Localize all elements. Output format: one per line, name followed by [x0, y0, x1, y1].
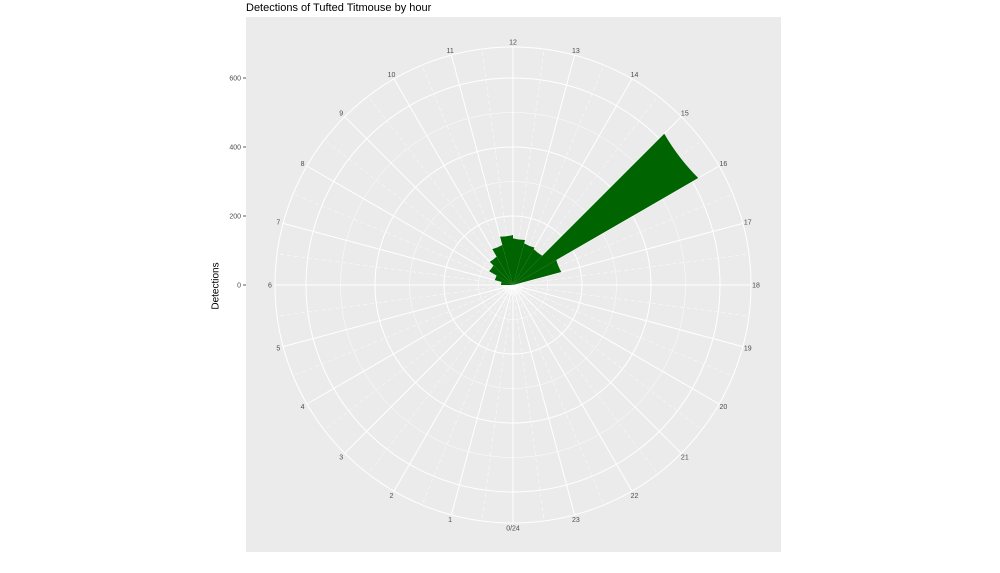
major-spoke: [306, 165, 514, 286]
minor-spoke: [293, 193, 514, 286]
minor-spoke: [481, 49, 514, 286]
hour-tick-label: 7: [276, 220, 280, 227]
major-spoke: [344, 116, 514, 286]
minor-spoke: [512, 284, 605, 505]
major-spoke: [512, 284, 720, 405]
hour-tick-label: 14: [631, 72, 639, 79]
hour-tick-label: 8: [301, 161, 305, 168]
minor-spoke: [512, 193, 733, 286]
hour-tick-label: 5: [276, 345, 280, 352]
bar-wedge: [500, 234, 513, 285]
hour-tick-label: 12: [509, 40, 517, 47]
minor-spoke: [277, 284, 514, 317]
bar-wedge: [500, 281, 513, 285]
hour-tick-label: 22: [631, 493, 639, 500]
hour-tick-label: 13: [572, 48, 580, 55]
minor-spoke: [367, 96, 514, 286]
minor-spoke: [277, 253, 514, 286]
bar-wedge: [492, 245, 513, 285]
hour-tick-label: 18: [752, 283, 760, 290]
minor-spoke: [512, 96, 659, 286]
minor-spoke: [512, 284, 702, 431]
hour-tick-label: 3: [339, 454, 343, 461]
bar-wedge: [513, 259, 562, 285]
major-grid-circle: [374, 146, 652, 424]
bar-wedge: [513, 243, 535, 285]
y-tick-label: 400: [229, 145, 241, 152]
bar-wedge: [494, 275, 513, 285]
minor-grid-circle: [409, 181, 617, 389]
bar-wedge: [489, 265, 513, 285]
minor-spoke: [512, 284, 749, 317]
y-tick-label: 200: [229, 214, 241, 221]
bar-wedge: [513, 249, 543, 285]
major-spoke: [344, 284, 514, 454]
major-spoke: [450, 284, 514, 516]
hour-tick-label: 23: [572, 517, 580, 524]
minor-spoke: [324, 284, 514, 431]
minor-spoke: [512, 284, 733, 377]
major-spoke: [512, 284, 576, 516]
minor-grid-circle: [340, 112, 686, 458]
y-tick-label: 600: [229, 76, 241, 83]
bar-wedge: [489, 256, 513, 285]
hour-tick-label: 1: [448, 517, 452, 524]
hour-tick-label: 11: [446, 48, 453, 55]
bar-wedge: [513, 238, 526, 285]
hour-tick-label: 4: [301, 404, 305, 411]
hour-tick-label: 2: [390, 493, 394, 500]
hour-tick-label: 17: [744, 220, 752, 227]
y-tick-label: 0: [237, 283, 241, 290]
major-grid-circle: [443, 215, 583, 355]
major-spoke: [282, 284, 514, 348]
minor-spoke: [367, 284, 514, 474]
hour-tick-label: 20: [720, 404, 728, 411]
minor-spoke: [512, 65, 605, 286]
minor-spoke: [512, 284, 545, 521]
hour-tick-label: 6: [268, 283, 272, 290]
hour-tick-label: 15: [681, 111, 689, 118]
major-grid-circle: [305, 77, 721, 493]
minor-spoke: [512, 49, 545, 286]
hour-tick-label: 16: [720, 161, 728, 168]
minor-spoke: [481, 284, 514, 521]
chart-title: Detections of Tufted Titmouse by hour: [246, 2, 432, 14]
hour-tick-label: 9: [339, 111, 343, 118]
outer-grid-circle: [274, 46, 752, 524]
hour-tick-label: 10: [388, 72, 396, 79]
minor-spoke: [512, 253, 749, 286]
major-spoke: [306, 284, 514, 405]
minor-spoke: [293, 284, 514, 377]
hour-tick-label: 19: [744, 345, 752, 352]
minor-spoke: [421, 284, 514, 505]
major-spoke: [512, 284, 744, 348]
hour-tick-label: 0/24: [506, 526, 520, 533]
major-spoke: [282, 222, 514, 286]
major-spoke: [512, 284, 633, 492]
minor-spoke: [512, 284, 659, 474]
major-spoke: [512, 222, 744, 286]
minor-spoke: [324, 139, 514, 286]
bar-wedge: [513, 133, 699, 285]
hour-tick-label: 21: [681, 454, 689, 461]
major-spoke: [512, 284, 682, 454]
major-spoke: [393, 284, 514, 492]
minor-spoke: [421, 65, 514, 286]
